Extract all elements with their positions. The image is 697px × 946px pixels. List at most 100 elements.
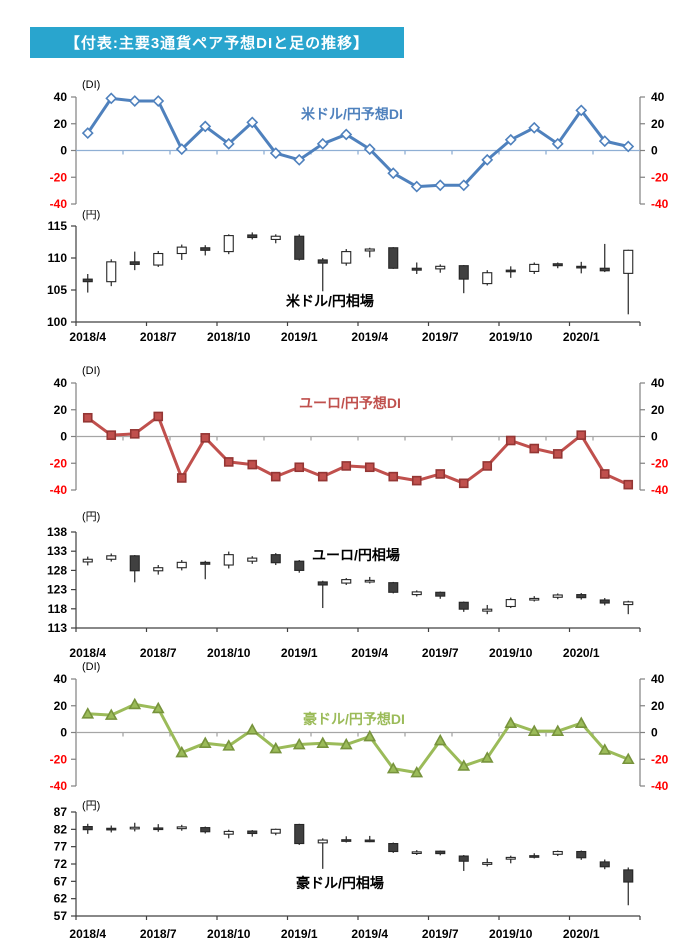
candle-body: [176, 826, 187, 830]
candle-body: [106, 555, 117, 560]
candle-body: [223, 830, 234, 835]
candle-body: [270, 828, 281, 834]
axes: 40 40 20 20 0 0 -20 -20 -40 -40: [50, 672, 669, 793]
square-marker: [576, 430, 587, 440]
square-marker: [505, 435, 516, 446]
diamond-marker: [152, 95, 165, 107]
square-marker: [317, 471, 328, 482]
axis-unit-label: (円): [82, 800, 100, 812]
svg-text:82: 82: [54, 822, 68, 836]
candle-body: [153, 567, 164, 572]
candle-body: [247, 557, 258, 562]
candle-body: [576, 594, 587, 599]
svg-text:62: 62: [54, 892, 68, 906]
svg-text:0: 0: [651, 430, 658, 444]
svg-text:20: 20: [651, 403, 665, 417]
figure-title: 【付表:主要3通貨ペア予想DIと足の推移】: [30, 27, 404, 58]
svg-text:100: 100: [47, 315, 67, 329]
triangle-marker: [175, 745, 189, 758]
square-marker: [176, 473, 187, 483]
svg-text:0: 0: [60, 726, 67, 740]
candle-body: [129, 261, 140, 265]
x-axis-label: 2019/4: [351, 330, 388, 344]
candle-body: [294, 560, 305, 571]
axis-unit-label: (DI): [82, 365, 100, 377]
candle-body: [388, 247, 399, 269]
axis-unit-label: (DI): [82, 79, 100, 91]
x-axis-label: 2018/10: [207, 646, 251, 660]
chart-title: ユーロ/円相場: [312, 547, 400, 563]
usdjpy-forecast-di-chart: 40 40 20 20 0 0 -20 -20 -40 -40 米ドル/円予想DI (DI): [50, 79, 669, 211]
candle-body: [482, 272, 493, 285]
candle-body: [482, 862, 493, 865]
svg-text:40: 40: [54, 672, 68, 686]
candle-body: [552, 850, 563, 855]
triangle-marker: [527, 724, 541, 736]
triangle-marker: [81, 707, 95, 719]
axis-unit-label: (円): [82, 210, 100, 221]
candle-body: [341, 251, 352, 264]
candle-body: [153, 252, 164, 266]
svg-text:67: 67: [54, 874, 68, 888]
triangle-marker: [504, 716, 518, 728]
candle-body: [505, 856, 516, 860]
candle-body: [294, 823, 305, 845]
triangle-marker: [363, 729, 377, 742]
chart-title: ユーロ/円予想DI: [299, 395, 401, 411]
candle-body: [458, 601, 469, 610]
candle-body: [458, 265, 469, 280]
x-axis-label: 2019/1: [281, 330, 318, 344]
eurjpy-forecast-di-chart: 40 40 20 20 0 0 -20 -20 -40 -40 ユーロ/円予想DI (DI): [50, 365, 669, 497]
triangle-marker: [292, 737, 306, 750]
chart-title: 米ドル/円相場: [286, 293, 374, 309]
x-axis-label: 2019/10: [489, 927, 533, 941]
axes: 40 40 20 20 0 0 -20 -20 -40 -40: [50, 90, 669, 211]
candle-body: [223, 235, 234, 253]
svg-text:-40: -40: [50, 779, 68, 793]
usdjpy-forecast-di-series: [81, 92, 635, 193]
x-axis-label: 2018/7: [140, 646, 177, 660]
triangle-marker: [621, 752, 635, 765]
svg-text:40: 40: [54, 90, 68, 104]
candle-body: [388, 842, 399, 853]
audjpy-forecast-di-series: [81, 697, 635, 778]
square-marker: [200, 433, 211, 443]
x-axis-label: 2018/4: [69, 330, 106, 344]
diamond-marker: [175, 143, 188, 156]
svg-text:105: 105: [47, 283, 67, 297]
diamond-marker: [457, 179, 470, 192]
square-marker: [341, 461, 352, 471]
square-marker: [294, 462, 305, 473]
svg-text:40: 40: [651, 672, 665, 686]
candle-body: [176, 561, 187, 569]
svg-text:40: 40: [651, 376, 665, 390]
svg-text:-20: -20: [50, 752, 68, 766]
svg-text:20: 20: [54, 403, 68, 417]
svg-text:77: 77: [54, 840, 68, 854]
diamond-marker: [340, 128, 353, 141]
square-marker: [458, 478, 469, 489]
square-marker: [223, 457, 234, 467]
x-axis-label: 2019/4: [351, 646, 388, 660]
candle-body: [247, 830, 258, 835]
audjpy-forecast-di-chart: 40 40 20 20 0 0 -20 -20 -40 -40 豪ドル/円予想DI (DI): [50, 661, 669, 793]
x-axis-label: 2020/1: [563, 330, 600, 344]
candle-body: [364, 248, 375, 252]
svg-text:110: 110: [48, 251, 68, 265]
svg-text:-20: -20: [651, 752, 669, 766]
svg-text:0: 0: [60, 430, 67, 444]
candle-body: [411, 851, 422, 855]
triangle-marker: [598, 743, 612, 755]
triangle-marker: [198, 736, 212, 748]
triangle-marker: [245, 723, 259, 735]
candle-body: [294, 235, 305, 260]
diamond-marker: [128, 95, 141, 107]
svg-text:-20: -20: [651, 170, 669, 184]
diamond-marker: [363, 143, 376, 156]
x-axis-label: 2019/7: [422, 646, 459, 660]
